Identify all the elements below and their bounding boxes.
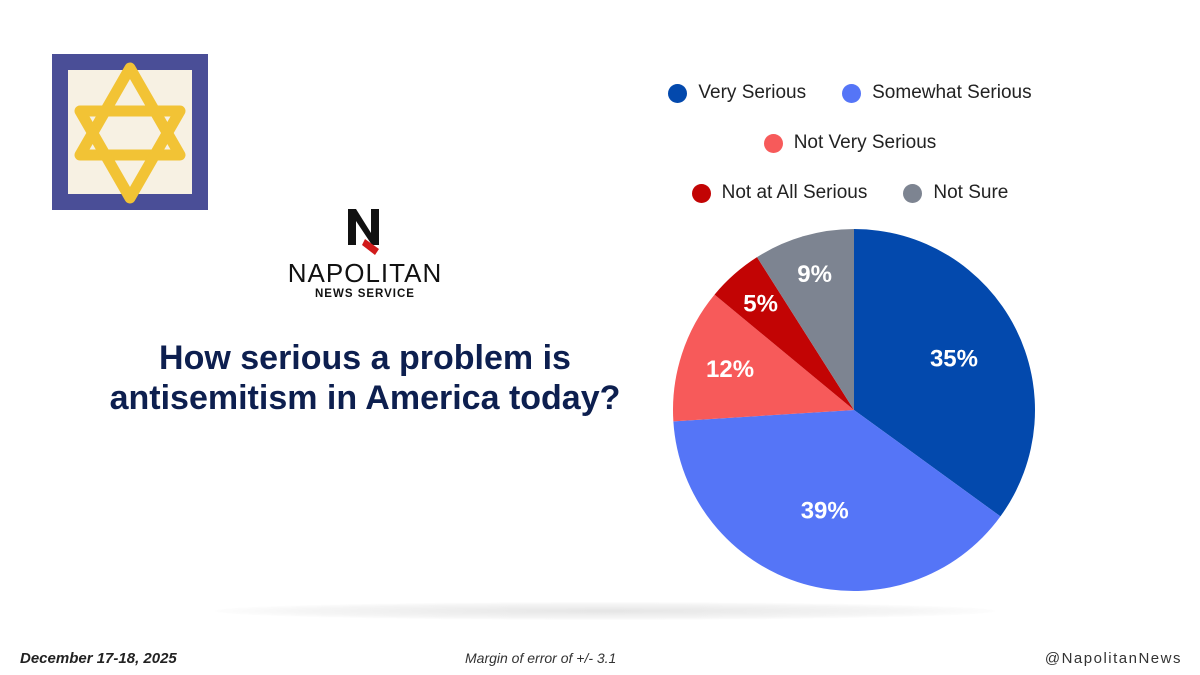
- pie-slice-very-serious: [854, 229, 1036, 517]
- legend-label: Not Very Serious: [793, 132, 937, 153]
- chart-title: How serious a problem is antisemitism in…: [109, 339, 621, 417]
- legend-item-not-very-serious: Not Very Serious: [763, 132, 937, 154]
- legend-item-not-at-all-serious: Not at All Serious: [691, 182, 868, 204]
- legend-swatch-somewhat-serious: [842, 83, 862, 103]
- pie-slice-not-very-serious: [673, 294, 854, 422]
- pie-slice-not-at-all-serious: [714, 257, 854, 410]
- legend-label: Not Sure: [933, 182, 1009, 203]
- social-handle: @NapolitanNews: [1044, 650, 1182, 667]
- margin-of-error: Margin of error of +/- 3.1: [465, 650, 617, 666]
- pie-slice-somewhat-serious: [673, 410, 1001, 592]
- content-shadow: [215, 602, 995, 620]
- legend-item-very-serious: Very Serious: [668, 82, 806, 104]
- survey-date: December 17-18, 2025: [20, 650, 177, 667]
- legend-swatch-very-serious: [668, 83, 688, 103]
- legend-row: Very Serious Somewhat Serious: [640, 76, 1060, 110]
- napolitan-news-logo: NAPOLITAN NEWS SERVICE: [280, 205, 450, 301]
- chart-legend: Very Serious Somewhat Serious Not Very S…: [640, 76, 1060, 226]
- legend-item-somewhat-serious: Somewhat Serious: [842, 82, 1032, 104]
- legend-label: Somewhat Serious: [872, 82, 1032, 103]
- legend-row: Not Very Serious: [640, 126, 1060, 160]
- legend-swatch-not-at-all-serious: [691, 183, 711, 203]
- legend-item-not-sure: Not Sure: [903, 182, 1008, 204]
- legend-row: Not at All Serious Not Sure: [640, 176, 1060, 210]
- star-of-david-icon: [52, 54, 208, 210]
- pie-data-label-very-serious: 35%: [930, 346, 978, 373]
- logo-name: NAPOLITAN: [287, 258, 443, 288]
- pie-data-label-somewhat-serious: 39%: [801, 497, 849, 524]
- logo-subtitle: NEWS SERVICE: [315, 288, 415, 300]
- legend-swatch-not-sure: [903, 183, 923, 203]
- legend-label: Not at All Serious: [721, 182, 868, 203]
- pie-data-label-not-very-serious: 12%: [706, 356, 754, 383]
- legend-label: Very Serious: [698, 82, 807, 103]
- legend-swatch-not-very-serious: [763, 133, 783, 153]
- pie-slice-not-sure: [757, 229, 854, 410]
- pie-data-label-not-sure: 9%: [797, 261, 832, 288]
- pie-data-label-not-at-all-serious: 5%: [743, 291, 778, 318]
- napolitan-n-logo-icon: [348, 209, 379, 255]
